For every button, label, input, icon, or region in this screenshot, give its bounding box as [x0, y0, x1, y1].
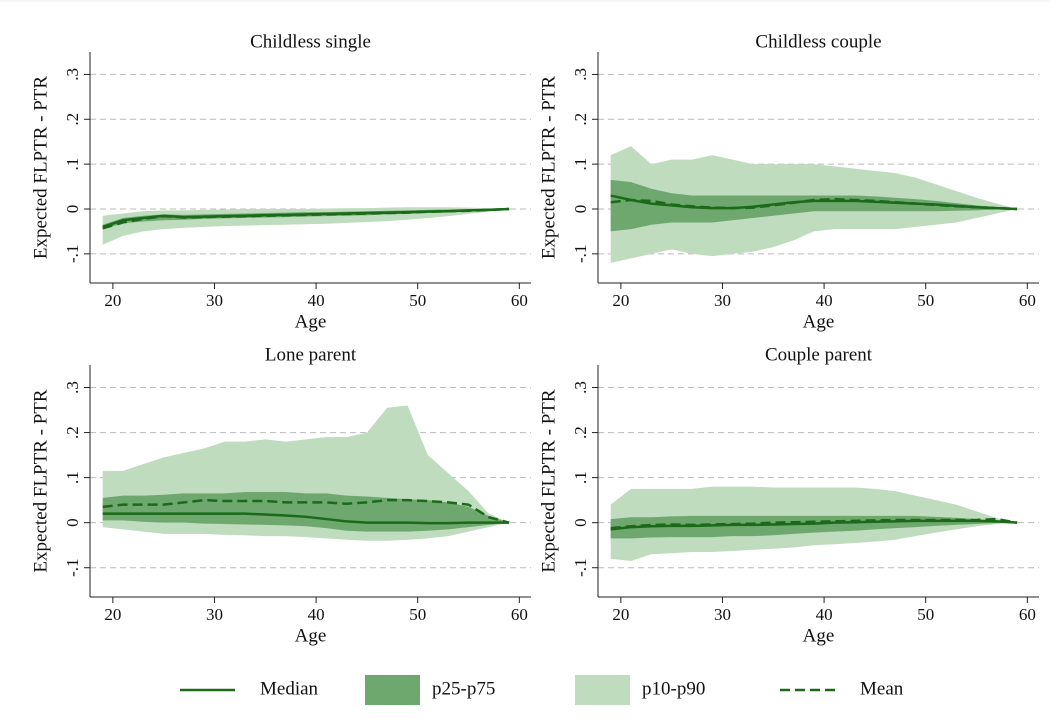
x-tick-label: 30 — [714, 291, 731, 310]
x-tick-label: 20 — [612, 605, 629, 624]
y-axis-title: Expected FLPTR - PTR — [30, 76, 51, 259]
x-tick-label: 50 — [917, 605, 934, 624]
x-axis-title: Age — [295, 625, 327, 646]
x-tick-label: 50 — [409, 605, 426, 624]
x-tick-label: 30 — [206, 605, 223, 624]
y-tick-label: .1 — [63, 471, 82, 484]
x-tick-label: 60 — [511, 291, 528, 310]
y-tick-label: .3 — [63, 68, 82, 81]
panel-title: Childless single — [250, 31, 371, 52]
y-tick-label: 0 — [63, 205, 82, 214]
y-tick-label: .2 — [571, 113, 590, 126]
x-axis-title: Age — [803, 625, 835, 646]
legend-label: p25-p75 — [432, 678, 495, 699]
y-tick-label: .2 — [63, 113, 82, 126]
mean-line — [102, 207, 510, 230]
y-axis-title: Expected FLPTR - PTR — [538, 76, 559, 259]
y-axis-title: Expected FLPTR - PTR — [538, 389, 559, 572]
legend-label: Mean — [860, 678, 904, 699]
legend-label: Median — [260, 678, 319, 699]
mean-line — [102, 498, 510, 524]
y-tick-label: 0 — [571, 205, 590, 214]
x-tick-label: 20 — [104, 291, 121, 310]
x-tick-label: 40 — [308, 291, 325, 310]
y-tick-label: .1 — [571, 158, 590, 171]
mean-line — [610, 517, 1018, 530]
x-tick-label: 40 — [308, 605, 325, 624]
x-tick-label: 20 — [104, 605, 121, 624]
y-tick-label: .2 — [63, 426, 82, 439]
x-tick-label: 40 — [816, 291, 833, 310]
mean-line — [610, 197, 1018, 211]
x-axis-title: Age — [803, 311, 835, 332]
y-tick-label: .3 — [571, 68, 590, 81]
x-tick-label: 50 — [917, 291, 934, 310]
x-tick-label: 60 — [511, 605, 528, 624]
legend-label: p10-p90 — [642, 678, 705, 699]
y-tick-label: -.1 — [571, 559, 590, 577]
x-tick-label: 30 — [714, 605, 731, 624]
y-tick-label: .3 — [571, 381, 590, 394]
y-tick-label: .3 — [63, 381, 82, 394]
x-axis-title: Age — [295, 311, 327, 332]
panel-title: Lone parent — [265, 344, 357, 365]
y-tick-label: -.1 — [63, 559, 82, 577]
y-tick-label: 0 — [571, 518, 590, 527]
panel-title: Childless couple — [755, 31, 881, 52]
x-tick-label: 50 — [409, 291, 426, 310]
legend-swatch — [575, 675, 630, 705]
y-tick-label: .1 — [63, 158, 82, 171]
x-tick-label: 40 — [816, 605, 833, 624]
y-tick-label: .1 — [571, 471, 590, 484]
y-tick-label: -.1 — [63, 245, 82, 263]
x-tick-label: 60 — [1019, 605, 1036, 624]
legend-swatch — [365, 675, 420, 705]
y-tick-label: .2 — [571, 426, 590, 439]
x-tick-label: 60 — [1019, 291, 1036, 310]
x-tick-label: 20 — [612, 291, 629, 310]
median-line — [102, 512, 510, 525]
y-axis-title: Expected FLPTR - PTR — [30, 389, 51, 572]
panel-title: Couple parent — [765, 344, 873, 365]
y-tick-label: -.1 — [571, 245, 590, 263]
band — [610, 179, 1018, 232]
x-tick-label: 30 — [206, 291, 223, 310]
y-tick-label: 0 — [63, 518, 82, 527]
